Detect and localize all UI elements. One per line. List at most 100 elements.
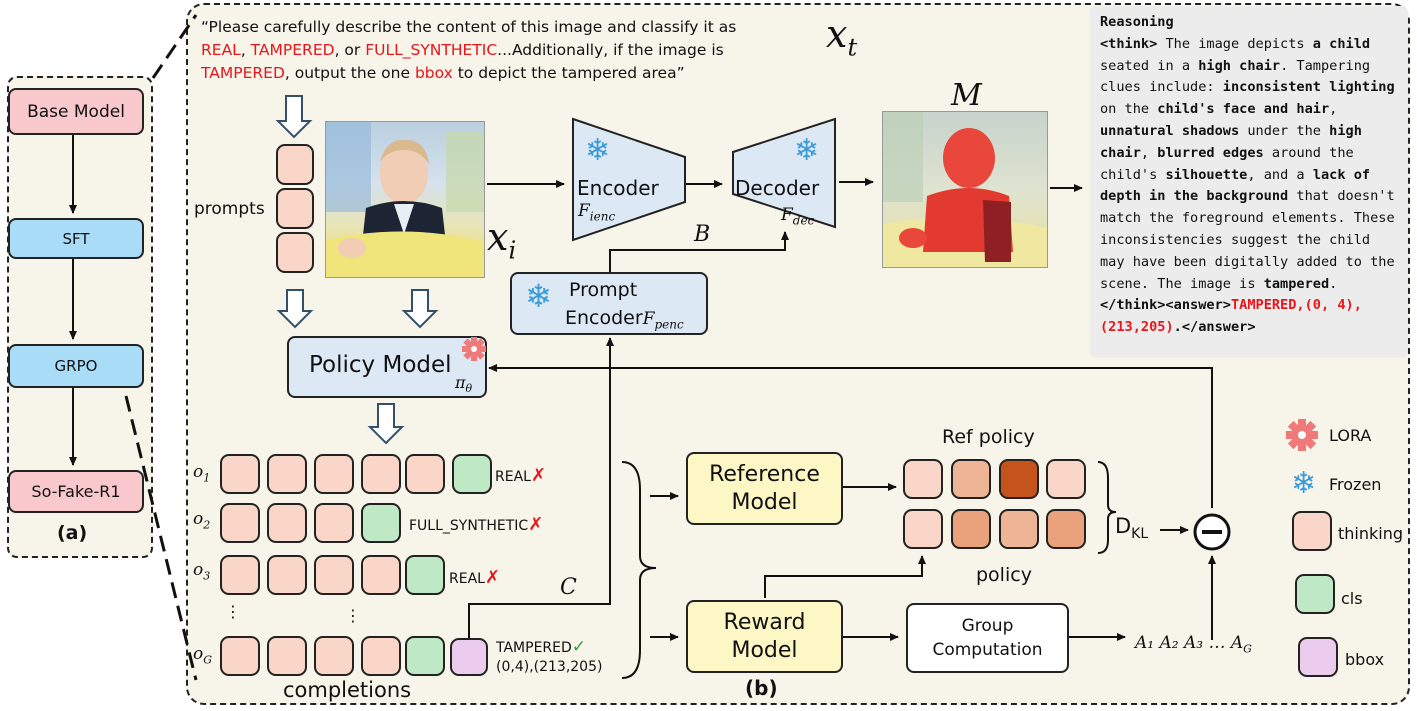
prompt-encoder-label-1: Prompt [569, 279, 638, 301]
thinking-token [314, 636, 354, 676]
thinking-token [314, 555, 354, 595]
symbol-c: C [560, 575, 577, 600]
mask-overlay [883, 112, 1047, 267]
reasoning-title: Reasoning [1100, 14, 1174, 30]
prompt-text-line3: TAMPERED, output the one bbox to depict … [201, 64, 685, 82]
legend-bbox: bbox [1345, 650, 1385, 669]
prompt-text-line1: “Please carefully describe the content o… [201, 18, 737, 36]
completion-label-o2: o2 [193, 509, 211, 532]
policy-model-label: Policy Model [309, 352, 452, 378]
prompt-token [276, 232, 314, 273]
hollow-arrow-policy-completions [367, 403, 405, 445]
ellipsis-vertical: ⋮ [345, 606, 361, 625]
ref-policy-token [1046, 459, 1086, 499]
thinking-token [220, 454, 260, 494]
ref-policy-token [951, 459, 991, 499]
encoder-shape [572, 117, 686, 242]
thinking-token [220, 555, 260, 595]
hollow-arrow-prompt [275, 95, 313, 139]
reasoning-box: Reasoning <think> The image depicts a ch… [1090, 6, 1408, 358]
policy-symbol: πθ [455, 373, 473, 396]
encoder-label: Encoder [577, 176, 659, 200]
policy-token [951, 509, 991, 549]
thinking-token [405, 454, 445, 494]
completion-label-og: oG [193, 644, 213, 667]
ref-policy-token [903, 459, 943, 499]
completion-result-o3: REAL✗ [449, 567, 501, 588]
completion-label-o3: o3 [193, 560, 211, 583]
completions-label: completions [283, 678, 412, 702]
step-so-fake-r1: So-Fake-R1 [8, 470, 144, 513]
policy-token [1046, 509, 1086, 549]
thinking-token [220, 636, 260, 676]
decoder-shape [732, 117, 836, 229]
symbol-m: M [951, 78, 982, 113]
cross-icon: ✗ [528, 514, 544, 535]
completion-result-o1: REAL✗ [495, 465, 547, 486]
zoom-line-top [151, 14, 198, 79]
hollow-arrow-prompts-policy [276, 289, 314, 329]
completion-result-og: TAMPERED✓ [496, 637, 587, 657]
snowflake-icon: ❄ [585, 133, 611, 168]
thinking-token [361, 454, 401, 494]
reasoning-text: <think> The image depicts a child seated… [1100, 35, 1395, 336]
symbol-x-i: xi [487, 215, 517, 265]
decoder-function: Fdec [781, 205, 815, 228]
kl-divergence-label: DKL [1115, 514, 1149, 543]
snowflake-icon: ❄ [1291, 466, 1317, 501]
panel-b-label: (b) [745, 676, 778, 700]
thinking-token [314, 454, 354, 494]
cls-token [452, 454, 492, 494]
thinking-token [314, 503, 354, 543]
legend-thinking: thinking [1338, 524, 1404, 543]
snowflake-icon: ❄ [794, 133, 820, 168]
group-computation-box: Group Computation [906, 603, 1069, 673]
prompt-encoder-box [510, 272, 708, 335]
thinking-token [220, 503, 260, 543]
prompt-token [276, 144, 314, 185]
cls-token [361, 503, 401, 543]
lora-icon [1286, 419, 1318, 451]
lora-icon [462, 337, 486, 361]
completion-label-o1: o1 [193, 462, 211, 485]
cls-token [405, 555, 445, 595]
prompt-text-line2: REAL, TAMPERED, or FULL_SYNTHETIC...Addi… [201, 41, 724, 59]
completion-bbox-og: (0,4),(213,205) [496, 659, 603, 675]
ellipsis-vertical: ⋮ [225, 602, 241, 621]
thinking-token [361, 636, 401, 676]
check-icon: ✓ [571, 637, 587, 657]
cls-token [405, 636, 445, 676]
step-grpo: GRPO [8, 344, 144, 388]
reference-model-box: Reference Model [686, 452, 843, 525]
input-image [325, 121, 485, 278]
policy-token [999, 509, 1039, 549]
thinking-token [267, 454, 307, 494]
ref-policy-label: Ref policy [942, 426, 1035, 448]
step-base-model: Base Model [8, 88, 144, 135]
thinking-token [267, 636, 307, 676]
cross-icon: ✗ [484, 567, 501, 588]
mask-image [882, 111, 1048, 268]
prompt-token [276, 188, 314, 229]
legend-frozen: Frozen [1329, 475, 1382, 494]
symbol-x-t: xt [826, 12, 858, 62]
policy-label: policy [976, 564, 1032, 586]
policy-model-box [287, 336, 487, 398]
panel-a-label: (a) [57, 522, 88, 544]
cross-icon: ✗ [530, 465, 547, 486]
prompt-encoder-label-2: EncoderFpenc [565, 307, 684, 332]
prompts-label: prompts [194, 199, 265, 219]
legend-lora: LORA [1329, 426, 1372, 445]
legend-bbox-token [1298, 637, 1338, 677]
thinking-token [267, 503, 307, 543]
encoder-function: Fienc [578, 201, 616, 224]
ref-policy-token [999, 459, 1039, 499]
policy-token [903, 509, 943, 549]
legend-cls: cls [1341, 589, 1363, 608]
step-sft: SFT [8, 218, 144, 259]
snowflake-icon: ❄ [525, 277, 552, 315]
child-illustration [326, 122, 484, 277]
legend-thinking-token [1292, 511, 1332, 551]
bbox-token [450, 638, 488, 676]
